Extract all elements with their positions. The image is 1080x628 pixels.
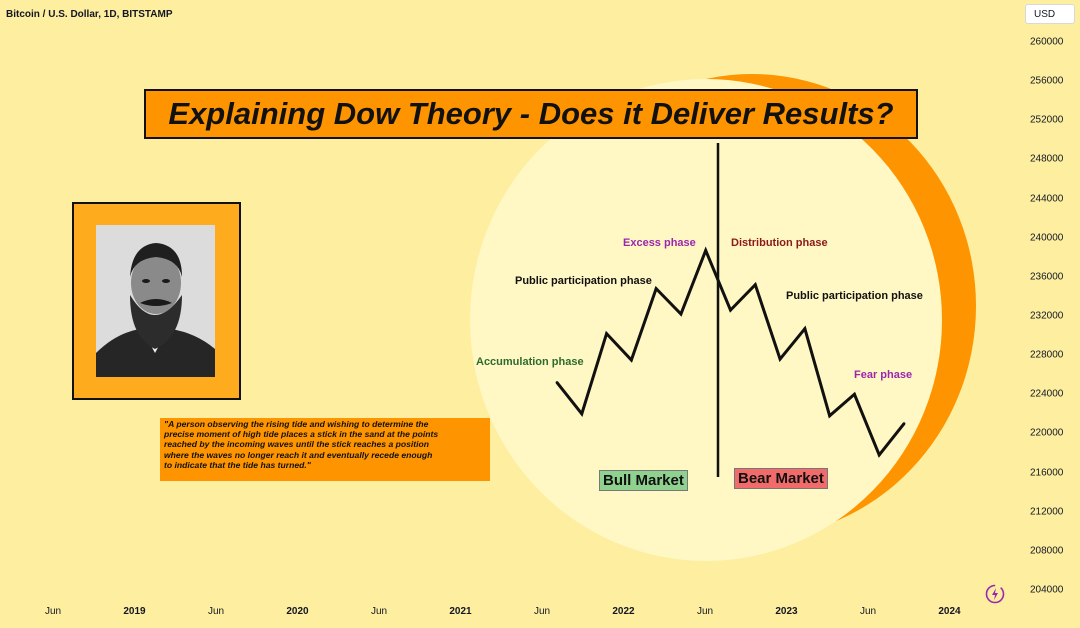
price-axis-tick: 256000	[1030, 75, 1064, 87]
time-axis-tick: 2021	[449, 606, 472, 617]
price-point	[753, 283, 757, 287]
price-axis-tick: 220000	[1030, 427, 1064, 439]
price-axis-tick: 208000	[1030, 545, 1064, 557]
price-axis-tick: 224000	[1030, 388, 1064, 400]
price-axis-tick: 244000	[1030, 193, 1064, 205]
time-axis-tick: 2022	[612, 606, 635, 617]
price-point	[778, 357, 782, 361]
price-axis-tick: 260000	[1030, 36, 1064, 48]
price-axis-tick: 236000	[1030, 271, 1064, 283]
fear-phase-label: Fear phase	[854, 369, 913, 381]
price-point	[803, 327, 807, 331]
charles-dow-portrait-image	[96, 225, 215, 377]
price-point	[555, 381, 559, 384]
time-axis-tick: 2020	[286, 606, 309, 617]
price-point	[853, 392, 856, 396]
price-point	[828, 414, 832, 418]
price-point	[580, 412, 584, 416]
price-axis: 260000 256000 252000 248000 244000 240000 2360…	[1030, 0, 1080, 600]
time-axis-tick: 2023	[775, 606, 798, 617]
bear-market-label: Bear Market	[734, 468, 828, 489]
time-axis-tick: Jun	[696, 606, 714, 617]
price-axis-tick: 204000	[1030, 584, 1064, 596]
price-axis-tick: 248000	[1030, 153, 1064, 165]
distribution-phase-label: Distribution phase	[731, 237, 828, 249]
price-axis-tick: 216000	[1030, 467, 1064, 479]
quote-text: "A person observing the rising tide and …	[164, 419, 439, 470]
price-point	[605, 332, 608, 336]
bull-market-label: Bull Market	[599, 470, 688, 491]
price-point	[654, 287, 658, 290]
price-axis-tick: 232000	[1030, 310, 1064, 322]
lightning-logo-icon[interactable]	[985, 584, 1005, 604]
public-participation-up-label: Public participation phase	[515, 275, 652, 287]
time-axis-tick: Jun	[207, 606, 225, 617]
time-axis-tick: Jun	[370, 606, 388, 617]
price-axis-tick: 212000	[1030, 506, 1064, 518]
accumulation-phase-label: Accumulation phase	[476, 356, 584, 368]
price-point	[679, 312, 683, 316]
time-axis-tick: Jun	[44, 606, 62, 617]
price-axis-tick: 252000	[1030, 114, 1064, 126]
time-axis-tick: 2024	[938, 606, 961, 617]
chart-symbol-title: Bitcoin / U.S. Dollar, 1D, BITSTAMP	[6, 9, 173, 20]
public-participation-down-label: Public participation phase	[786, 290, 923, 302]
quote-background-band	[160, 418, 490, 481]
currency-selector-button[interactable]: USD	[1025, 4, 1075, 24]
price-axis-tick: 228000	[1030, 349, 1064, 361]
diagram-circle	[470, 79, 942, 561]
excess-phase-label: Excess phase	[623, 237, 696, 249]
price-axis-tick: 240000	[1030, 232, 1064, 244]
headline-banner: Explaining Dow Theory - Does it Deliver …	[144, 89, 918, 139]
price-point	[729, 308, 732, 312]
time-axis-tick: 2019	[123, 606, 146, 617]
price-point	[902, 422, 906, 426]
time-axis: Jun 2019 Jun 2020 Jun 2021 Jun 2022 Jun 2023 Jun 20…	[0, 606, 1020, 626]
portrait-frame	[72, 202, 241, 400]
price-point	[877, 453, 881, 457]
price-point	[704, 249, 708, 252]
time-axis-tick: Jun	[859, 606, 877, 617]
price-point	[629, 358, 633, 362]
time-axis-tick: Jun	[533, 606, 551, 617]
